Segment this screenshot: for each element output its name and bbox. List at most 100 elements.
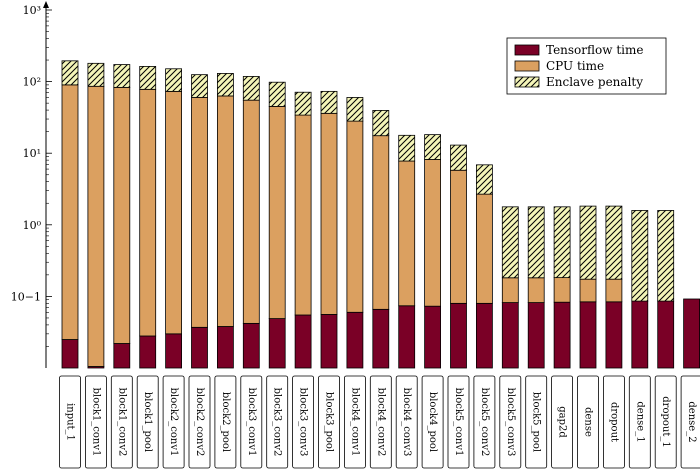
bar-enclave-penalty-block3-pool <box>320 90 338 114</box>
category-box-block3-conv3 <box>292 375 315 469</box>
bar-enclave-penalty-block3-conv2 <box>268 81 286 107</box>
bar-cpu-time-block4-conv3 <box>398 160 416 307</box>
bar-cpu-time-block5-conv1 <box>450 169 467 304</box>
legend-label-cpu-time: CPU time <box>546 59 604 73</box>
bar-tensorflow-time-gap2d <box>553 301 571 369</box>
bar-tensorflow-time-block3-conv3 <box>294 314 312 369</box>
category-label-block2-conv2: block2_conv2 <box>194 388 205 457</box>
bar-tensorflow-time-block5-conv1 <box>450 302 467 369</box>
legend-swatch-cpu-time <box>514 60 540 72</box>
category-box-block5-conv1 <box>447 375 470 469</box>
category-label-block2-pool: block2_pool <box>220 392 231 452</box>
category-label-block4-conv1: block4_conv1 <box>349 388 360 457</box>
y-axis-arrow <box>43 1 49 8</box>
bar-enclave-penalty-block3-conv3 <box>294 91 312 116</box>
category-label-block5-pool: block5_pool <box>531 392 542 452</box>
category-box-dense <box>577 375 599 469</box>
category-label-dropout: dropout <box>608 402 619 442</box>
bar-enclave-penalty-dropout <box>605 205 623 280</box>
category-box-block1-pool <box>136 375 159 469</box>
bar-enclave-penalty-block5-conv3 <box>501 206 519 279</box>
bar-tensorflow-time-block1-conv2 <box>113 343 131 369</box>
bar-enclave-penalty-block1-pool <box>139 66 157 90</box>
bar-enclave-penalty-block5-conv1 <box>450 144 467 171</box>
category-label-block5-conv2: block5_conv2 <box>479 388 490 457</box>
category-label-block3-conv1: block3_conv1 <box>246 388 257 457</box>
bar-enclave-penalty-block1-conv1 <box>87 62 105 87</box>
bar-tensorflow-time-block3-conv2 <box>268 318 286 369</box>
category-label-gap2d: gap2d <box>557 406 568 438</box>
bar-tensorflow-time-block3-pool <box>320 314 338 369</box>
category-box-block5-pool <box>525 375 548 469</box>
bar-cpu-time-block2-conv2 <box>191 97 208 328</box>
bar-cpu-time-block2-conv1 <box>165 90 183 335</box>
category-box-block4-conv2 <box>369 375 392 469</box>
bar-tensorflow-time-block1-pool <box>139 335 157 369</box>
bar-cpu-time-dropout <box>605 278 623 303</box>
bar-tensorflow-time-dropout-1 <box>657 300 675 369</box>
category-box-block3-conv1 <box>240 375 263 469</box>
bar-tensorflow-time-dense <box>579 301 597 369</box>
category-box-dropout <box>603 375 625 469</box>
bar-tensorflow-time-input-1 <box>61 339 79 369</box>
bar-cpu-time-block5-conv3 <box>501 277 519 303</box>
bar-tensorflow-time-block4-conv1 <box>346 311 364 369</box>
bar-cpu-time-block4-conv2 <box>372 135 390 310</box>
category-label-block1-pool: block1_pool <box>142 392 153 452</box>
y-tick-label: 10−1 <box>11 290 41 303</box>
category-box-dense-1 <box>628 375 651 469</box>
bar-enclave-penalty-input-1 <box>61 60 79 86</box>
bar-cpu-time-input-1 <box>61 84 79 340</box>
category-label-block3-conv2: block3_conv2 <box>272 388 283 457</box>
category-label-input-1: input_1 <box>65 403 76 441</box>
category-box-block2-conv2 <box>188 375 211 469</box>
bar-enclave-penalty-block5-pool <box>527 206 545 279</box>
category-labels: input_1 block1_conv1 block1_conv2 block1_po… <box>59 375 700 469</box>
bar-enclave-penalty-block2-conv2 <box>191 74 208 98</box>
bar-tensorflow-time-block4-conv2 <box>372 308 390 369</box>
category-label-block5-conv1: block5_conv1 <box>453 388 464 457</box>
bar-tensorflow-time-block5-pool <box>527 302 545 369</box>
bars-layer <box>61 60 700 369</box>
category-box-dropout-1 <box>654 375 677 469</box>
category-box-gap2d <box>551 375 573 469</box>
bar-tensorflow-time-block5-conv3 <box>501 302 519 369</box>
bar-cpu-time-block3-conv1 <box>242 99 260 324</box>
category-label-block3-pool: block3_pool <box>324 392 335 452</box>
category-label-block3-conv3: block3_conv3 <box>298 388 309 457</box>
category-box-block1-conv1 <box>85 375 107 469</box>
legend-label-tensorflow-time: Tensorflow time <box>546 43 643 57</box>
category-box-block4-pool <box>421 375 444 469</box>
category-label-block1-conv1: block1_conv1 <box>90 388 101 457</box>
bar-tensorflow-time-block5-conv2 <box>475 302 493 369</box>
bar-tensorflow-time-dense-2 <box>683 298 700 369</box>
bar-enclave-penalty-block4-conv2 <box>372 110 390 137</box>
bar-enclave-penalty-block3-conv1 <box>242 76 260 101</box>
bar-cpu-time-block5-conv2 <box>475 193 493 304</box>
category-box-block3-conv2 <box>266 375 289 469</box>
bar-cpu-time-block2-pool <box>216 95 234 327</box>
bar-tensorflow-time-block3-conv1 <box>242 322 260 369</box>
bar-cpu-time-block3-conv3 <box>294 114 312 316</box>
bar-tensorflow-time-dense-1 <box>631 300 649 369</box>
category-box-block5-conv2 <box>473 375 496 469</box>
bar-tensorflow-time-block2-pool <box>216 326 234 369</box>
bar-enclave-penalty-block5-conv2 <box>475 164 493 195</box>
bar-tensorflow-time-block4-pool <box>424 305 442 369</box>
category-label-block4-conv3: block4_conv3 <box>401 388 412 457</box>
bar-enclave-penalty-block4-pool <box>424 134 442 160</box>
category-label-dense: dense <box>583 407 594 437</box>
y-tick-label: 10¹ <box>23 147 41 160</box>
category-box-block2-conv1 <box>162 375 185 469</box>
category-label-block1-conv2: block1_conv2 <box>116 388 127 457</box>
bar-cpu-time-gap2d <box>553 277 571 303</box>
bar-cpu-time-dense <box>579 278 597 303</box>
category-box-input-1 <box>59 375 81 469</box>
category-label-dropout-1: dropout_1 <box>660 396 671 447</box>
bar-cpu-time-block3-conv2 <box>268 105 286 319</box>
category-box-block2-pool <box>214 375 237 469</box>
y-axis: 10−1 10⁰ 10¹ 10² 10³ <box>11 1 52 368</box>
category-box-block5-conv3 <box>499 375 522 469</box>
y-tick-label: 10³ <box>23 4 41 17</box>
